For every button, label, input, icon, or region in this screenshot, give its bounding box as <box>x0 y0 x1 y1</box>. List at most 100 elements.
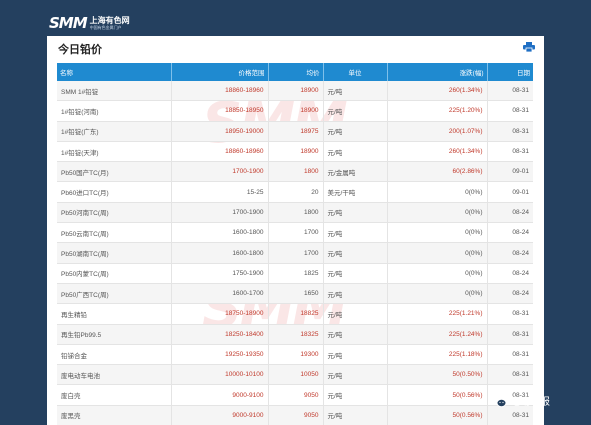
cell-change: 0(0%) <box>387 202 488 224</box>
cell-name[interactable]: Pb50内蒙TC(周) <box>57 263 172 284</box>
cell-name[interactable]: 再生精铅 <box>57 303 172 325</box>
table-row[interactable]: 1#铅锭(广东) 18950-19000 18975 元/吨 200(1.07%) 08-… <box>57 121 533 142</box>
col-header-change[interactable]: 涨跌(幅) <box>387 63 488 81</box>
cell-date: 08-24 <box>487 283 533 305</box>
cell-avg: 1650 <box>268 283 324 305</box>
col-header-range[interactable]: 价格范围 <box>171 63 269 81</box>
table-row[interactable]: 铅锑合金 19250-19350 19300 元/吨 225(1.18%) 08-31 <box>57 344 533 366</box>
cell-range: 1700-1900 <box>171 161 269 183</box>
cell-avg: 18325 <box>268 324 324 345</box>
cell-avg: 20 <box>268 181 324 203</box>
cell-avg: 1700 <box>268 242 324 264</box>
cell-unit: 元/吨 <box>323 384 388 406</box>
table-row[interactable]: 再生精铅 18750-18900 18825 元/吨 225(1.21%) 08-31 <box>57 303 533 325</box>
cell-change: 225(1.20%) <box>387 100 488 122</box>
table-row[interactable]: Pb50内蒙TC(周) 1750-1900 1825 元/吨 0(0%) 08-24 <box>57 263 533 284</box>
cell-range: 15-25 <box>171 181 269 203</box>
wechat-account-badge: 电动车报 <box>491 393 550 408</box>
table-row[interactable]: 废白壳 9000-9100 9050 元/吨 50(0.56%) 08-31 <box>57 384 533 406</box>
cell-range: 18950-19000 <box>171 121 269 142</box>
cell-date: 08-24 <box>487 222 533 244</box>
table-row[interactable]: 1#铅锭(天津) 18860-18960 18900 元/吨 260(1.34%) 08-… <box>57 141 533 163</box>
cell-date: 08-31 <box>487 364 533 386</box>
cell-name[interactable]: 废黑壳 <box>57 405 172 425</box>
cell-name[interactable]: 1#铅锭(广东) <box>57 121 172 142</box>
col-header-date[interactable]: 日期 <box>487 63 533 81</box>
cell-change: 225(1.18%) <box>387 344 488 366</box>
cell-unit: 元/吨 <box>323 121 388 142</box>
cell-range: 1600-1800 <box>171 222 269 244</box>
cell-avg: 10050 <box>268 364 324 386</box>
cell-name[interactable]: 废电动车电池 <box>57 364 172 386</box>
table-row[interactable]: Pb50云南TC(周) 1600-1800 1700 元/吨 0(0%) 08-24 <box>57 222 533 244</box>
cell-change: 60(2.86%) <box>387 161 488 183</box>
cell-unit: 元/金属吨 <box>323 161 388 183</box>
cell-name[interactable]: SMM 1#铅锭 <box>57 81 172 102</box>
cell-name[interactable]: Pb50国产TC(月) <box>57 161 172 183</box>
cell-name[interactable]: 1#铅锭(河南) <box>57 100 172 122</box>
cell-avg: 18975 <box>268 121 324 142</box>
cell-date: 08-31 <box>487 121 533 142</box>
cell-name[interactable]: Pb50湖南TC(周) <box>57 242 172 264</box>
cell-unit: 元/吨 <box>323 324 388 345</box>
card-title: 今日铅价 <box>58 44 102 56</box>
cell-change: 0(0%) <box>387 181 488 203</box>
cell-name[interactable]: Pb50云南TC(周) <box>57 222 172 244</box>
table-row[interactable]: Pb50广西TC(周) 1600-1700 1650 元/吨 0(0%) 08-24 <box>57 283 533 305</box>
cell-date: 08-24 <box>487 242 533 264</box>
col-header-name[interactable]: 名称 <box>57 63 172 81</box>
cell-name[interactable]: 1#铅锭(天津) <box>57 141 172 163</box>
table-row[interactable]: Pb50国产TC(月) 1700-1900 1800 元/金属吨 60(2.86%) 09… <box>57 161 533 183</box>
cell-range: 18850-18950 <box>171 100 269 122</box>
cell-unit: 元/吨 <box>323 81 388 102</box>
cell-unit: 元/吨 <box>323 405 388 425</box>
table-row[interactable]: Pb50河南TC(周) 1700-1900 1800 元/吨 0(0%) 08-24 <box>57 202 533 224</box>
cell-name[interactable]: 铅锑合金 <box>57 344 172 366</box>
cell-unit: 元/吨 <box>323 364 388 386</box>
cell-range: 18750-18900 <box>171 303 269 325</box>
lead-price-table: 名称 价格范围 均价 单位 涨跌(幅) 日期 SMM 1#铅锭 18860-189… <box>57 63 533 425</box>
cell-name[interactable]: 再生铅Pb99.5 <box>57 324 172 345</box>
cell-range: 18250-18400 <box>171 324 269 345</box>
col-header-avg[interactable]: 均价 <box>268 63 324 81</box>
cell-range: 19250-19350 <box>171 344 269 366</box>
logo-text: 上海有色网 中国有色金属门户 <box>89 15 130 30</box>
table-row[interactable]: 再生铅Pb99.5 18250-18400 18325 元/吨 225(1.24%) 08… <box>57 324 533 345</box>
cell-avg: 9050 <box>268 405 324 425</box>
cell-name[interactable]: Pb50广西TC(周) <box>57 283 172 305</box>
cell-avg: 18900 <box>268 81 324 102</box>
table-row[interactable]: Pb60进口TC(月) 15-25 20 美元/干吨 0(0%) 09-01 <box>57 181 533 203</box>
wechat-icon <box>491 394 507 407</box>
cell-range: 18860-18960 <box>171 81 269 102</box>
table-row[interactable]: 废电动车电池 10000-10100 10050 元/吨 50(0.50%) 08-31 <box>57 364 533 386</box>
cell-avg: 1825 <box>268 263 324 284</box>
table-row[interactable]: SMM 1#铅锭 18860-18960 18900 元/吨 260(1.34%) 08-… <box>57 81 533 102</box>
cell-avg: 18900 <box>268 141 324 163</box>
cell-name[interactable]: Pb60进口TC(月) <box>57 181 172 203</box>
cell-unit: 元/吨 <box>323 344 388 366</box>
cell-avg: 18825 <box>268 303 324 325</box>
cell-name[interactable]: 废白壳 <box>57 384 172 406</box>
cell-name[interactable]: Pb50河南TC(周) <box>57 202 172 224</box>
table-row[interactable]: Pb50湖南TC(周) 1600-1800 1700 元/吨 0(0%) 08-24 <box>57 242 533 264</box>
table-row[interactable]: 废黑壳 9000-9100 9050 元/吨 50(0.56%) 08-31 <box>57 405 533 425</box>
cell-change: 0(0%) <box>387 222 488 244</box>
cell-range: 1600-1700 <box>171 283 269 305</box>
cell-unit: 元/吨 <box>323 242 388 264</box>
cell-range: 1700-1900 <box>171 202 269 224</box>
print-icon[interactable] <box>523 42 535 52</box>
cell-range: 9000-9100 <box>171 384 269 406</box>
logo-cn-name: 上海有色网 <box>89 15 130 25</box>
col-header-unit[interactable]: 单位 <box>323 63 388 81</box>
cell-change: 225(1.24%) <box>387 324 488 345</box>
cell-change: 50(0.56%) <box>387 405 488 425</box>
cell-date: 08-31 <box>487 303 533 325</box>
cell-avg: 18900 <box>268 100 324 122</box>
logo-mark: SMM <box>49 14 88 32</box>
cell-change: 0(0%) <box>387 242 488 264</box>
cell-range: 10000-10100 <box>171 364 269 386</box>
cell-date: 08-31 <box>487 100 533 122</box>
smm-logo[interactable]: SMM 上海有色网 中国有色金属门户 <box>49 13 130 33</box>
table-row[interactable]: 1#铅锭(河南) 18850-18950 18900 元/吨 225(1.20%) 08-… <box>57 100 533 122</box>
cell-avg: 1800 <box>268 202 324 224</box>
